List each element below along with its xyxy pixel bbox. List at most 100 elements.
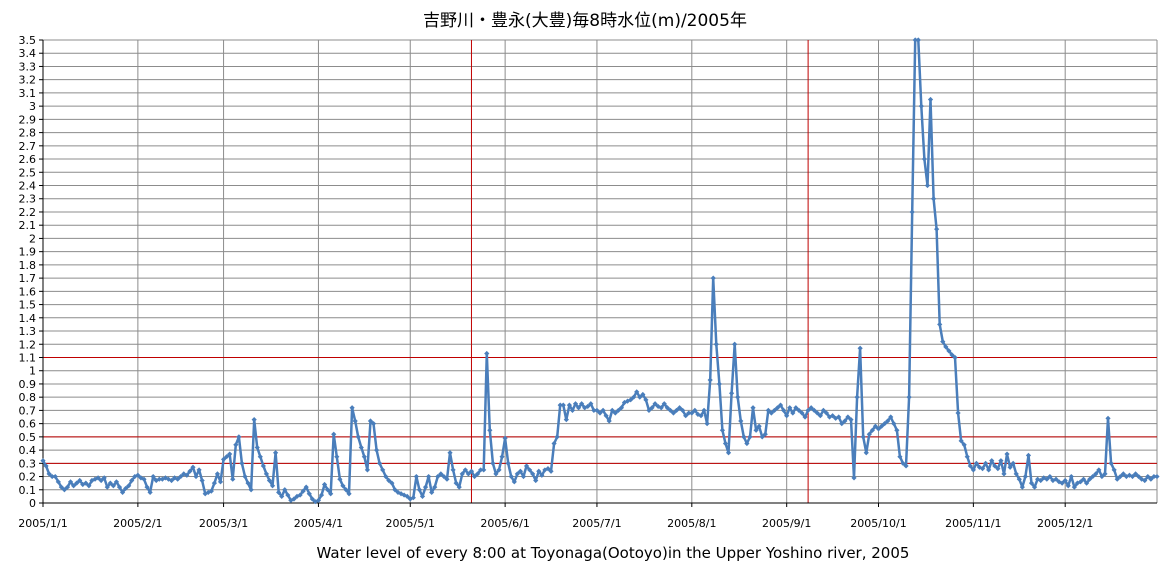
data-point (711, 276, 716, 281)
x-tick-label: 2005/7/1 (572, 517, 621, 530)
data-point (350, 405, 355, 410)
y-tick-label: 2.6 (19, 153, 37, 166)
y-tick-label: 0.8 (19, 391, 37, 404)
x-tick-label: 2005/1/1 (18, 517, 67, 530)
data-point (1105, 416, 1110, 421)
x-tick-label: 2005/11/1 (945, 517, 1001, 530)
data-point (252, 417, 257, 422)
data-point (484, 351, 489, 356)
data-point (353, 418, 358, 423)
data-point (858, 346, 863, 351)
y-tick-label: 3.5 (19, 34, 37, 47)
y-tick-label: 0.3 (19, 457, 37, 470)
data-point (854, 395, 859, 400)
y-tick-label: 1.6 (19, 285, 37, 298)
data-point (506, 461, 511, 466)
y-tick-label: 2.4 (19, 180, 37, 193)
y-tick-label: 1.3 (19, 325, 37, 338)
data-point (1154, 474, 1159, 479)
x-tick-label: 2005/12/1 (1037, 517, 1093, 530)
reference-lines (43, 40, 1157, 503)
data-point (750, 405, 755, 410)
y-tick-label: 1.9 (19, 246, 37, 259)
y-tick-label: 0.9 (19, 378, 37, 391)
data-point (273, 450, 278, 455)
data-point (910, 209, 915, 214)
y-tick-label: 1.8 (19, 259, 37, 272)
data-point (1004, 451, 1009, 456)
data-point (931, 196, 936, 201)
data-point (955, 410, 960, 415)
x-tick-label: 2005/4/1 (294, 517, 343, 530)
y-tick-label: 2.3 (19, 193, 37, 206)
series-water-level (40, 37, 1159, 504)
y-tick-label: 0.1 (19, 484, 37, 497)
data-point (732, 342, 737, 347)
x-tick-labels: 2005/1/1 2005/2/1 2005/3/1 2005/4/1 2005/5/1… (18, 517, 1093, 530)
y-tick-label: 3.4 (19, 47, 37, 60)
y-tick-label: 0.7 (19, 404, 37, 417)
x-tick-label: 2005/2/1 (113, 517, 162, 530)
y-tick-label: 0.6 (19, 418, 37, 431)
y-tick-label: 1.5 (19, 299, 37, 312)
data-point (1026, 453, 1031, 458)
data-point (499, 454, 504, 459)
y-tick-label: 3.2 (19, 74, 37, 87)
y-tick-label: 0.2 (19, 471, 37, 484)
y-tick-label: 2.1 (19, 219, 37, 232)
data-point (729, 391, 734, 396)
y-tick-label: 3.3 (19, 60, 37, 73)
data-point (561, 403, 566, 408)
y-tick-label: 1 (29, 365, 36, 378)
x-tick-label: 2005/6/1 (480, 517, 529, 530)
y-tick-label: 1.7 (19, 272, 37, 285)
y-tick-label: 1.4 (19, 312, 37, 325)
data-point (705, 421, 710, 426)
data-point (708, 377, 713, 382)
data-point (331, 432, 336, 437)
x-tick-label: 2005/9/1 (762, 517, 811, 530)
series-line (43, 40, 1157, 502)
data-point (447, 450, 452, 455)
y-tick-label: 3.1 (19, 87, 37, 100)
data-point (334, 454, 339, 459)
data-point (714, 342, 719, 347)
y-tick-label: 2.2 (19, 206, 37, 219)
data-point (919, 104, 924, 109)
y-tick-label: 2.7 (19, 140, 37, 153)
y-tick-label: 0 (29, 497, 36, 510)
data-point (934, 227, 939, 232)
data-point (720, 428, 725, 433)
data-point (230, 477, 235, 482)
y-tick-label: 0.5 (19, 431, 37, 444)
data-point (239, 461, 244, 466)
data-point (414, 474, 419, 479)
data-point (861, 434, 866, 439)
x-tick-label: 2005/5/1 (386, 517, 435, 530)
x-tick-label: 2005/3/1 (199, 517, 248, 530)
y-tick-label: 2.9 (19, 113, 37, 126)
y-tick-label: 2.5 (19, 166, 37, 179)
data-point (365, 467, 370, 472)
data-point (481, 467, 486, 472)
chart-title: 吉野川・豊永(大豊)毎8時水位(m)/2005年 (423, 11, 747, 31)
data-point (1001, 471, 1006, 476)
data-point (487, 428, 492, 433)
data-point (916, 37, 921, 42)
data-point (864, 450, 869, 455)
data-point (564, 417, 569, 422)
data-point (735, 395, 740, 400)
y-tick-label: 1.2 (19, 338, 37, 351)
data-point (928, 97, 933, 102)
y-tick-label: 0.4 (19, 444, 37, 457)
grid (43, 40, 1157, 503)
data-point (922, 156, 927, 161)
data-point (738, 418, 743, 423)
y-tick-label: 2 (29, 232, 36, 245)
y-tick-label: 3 (29, 100, 36, 113)
data-point (450, 467, 455, 472)
y-tick-label: 2.8 (19, 127, 37, 140)
x-axis-label: Water level of every 8:00 at Toyonaga(Oo… (317, 544, 910, 562)
data-point (374, 447, 379, 452)
